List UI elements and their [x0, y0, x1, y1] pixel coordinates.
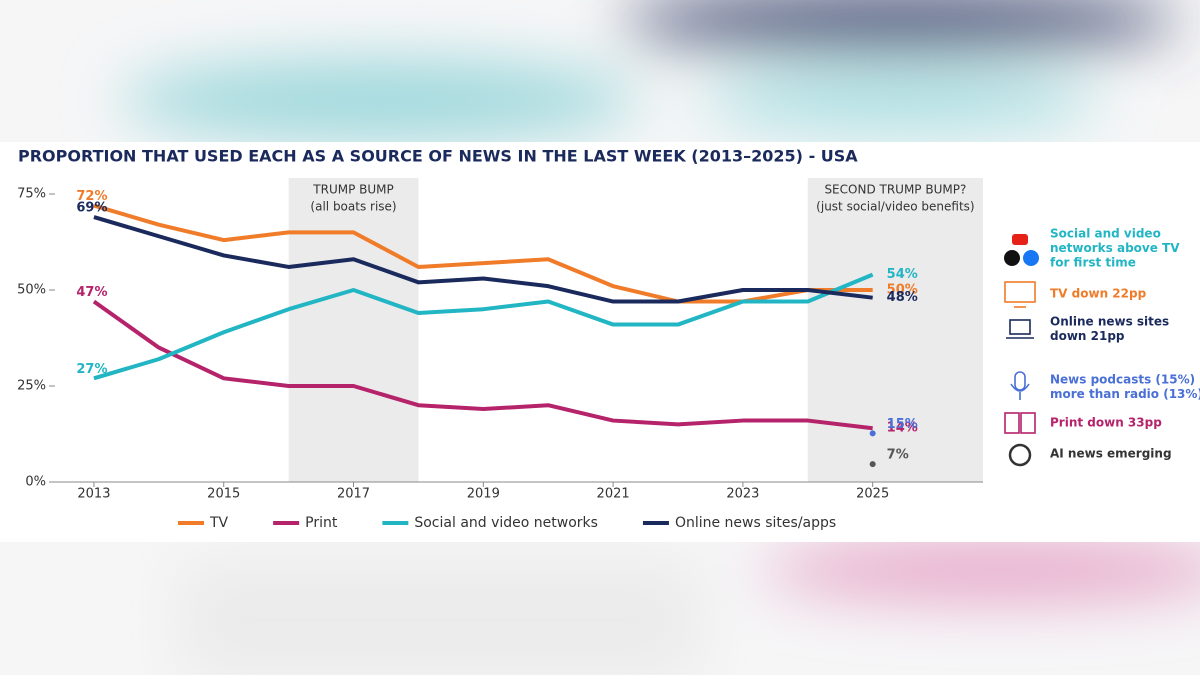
series-line [93, 272, 874, 381]
value-label: 50% [887, 283, 918, 298]
shaded-region [288, 178, 419, 482]
value-label: 15% [887, 417, 918, 432]
note-text: Print down 33pp [1050, 416, 1162, 430]
y-tick-label: 50% [17, 283, 46, 298]
legend-label: Social and video networks [414, 515, 598, 531]
shaded-label: SECOND TRUMP BUMP? [824, 183, 966, 197]
value-label: 47% [76, 285, 107, 300]
y-tick-label: 25% [17, 379, 46, 394]
note-text: networks above TV [1050, 241, 1180, 255]
shaded-label: TRUMP BUMP [312, 183, 393, 197]
series-line [92, 299, 873, 431]
note-text: down 21pp [1050, 329, 1125, 343]
value-label: 48% [887, 290, 918, 305]
x-tick-label: 2021 [597, 487, 630, 502]
value-label: 27% [76, 362, 107, 377]
y-tick-label: 75% [17, 187, 46, 202]
note-text: AI news emerging [1050, 447, 1172, 461]
extra-point [869, 461, 876, 468]
note-text: Online news sites [1050, 315, 1169, 329]
legend-label: TV [209, 515, 229, 531]
shaded-region [807, 178, 983, 482]
note-text: Social and video [1050, 227, 1161, 241]
legend-label: Online news sites/apps [675, 515, 836, 531]
note-icons [1004, 234, 1039, 467]
y-tick-label: 0% [25, 475, 46, 490]
series-line [93, 215, 873, 304]
extra-point [869, 430, 876, 437]
value-label: 69% [76, 201, 107, 216]
x-tick-label: 2019 [467, 487, 500, 502]
x-tick-label: 2025 [856, 487, 889, 502]
shaded-sublabel: (all boats rise) [310, 200, 396, 214]
value-label: 7% [887, 448, 909, 463]
background-blur [120, 0, 1200, 679]
value-label: 54% [887, 267, 918, 282]
note-text: for first time [1050, 256, 1136, 270]
chart-title: PROPORTION THAT USED EACH AS A SOURCE OF… [18, 147, 858, 166]
x-tick-label: 2015 [207, 487, 240, 502]
x-tick-label: 2013 [77, 487, 110, 502]
note-text: TV down 22pp [1050, 287, 1147, 301]
value-label: 72% [76, 189, 107, 204]
note-text: News podcasts (15%) [1050, 373, 1195, 387]
x-tick-label: 2017 [337, 487, 370, 502]
note-text: more than radio (13%) [1050, 387, 1200, 401]
x-tick-label: 2023 [726, 487, 759, 502]
shaded-sublabel: (just social/video benefits) [816, 200, 974, 214]
legend-label: Print [305, 515, 338, 531]
value-label: 14% [887, 421, 918, 436]
